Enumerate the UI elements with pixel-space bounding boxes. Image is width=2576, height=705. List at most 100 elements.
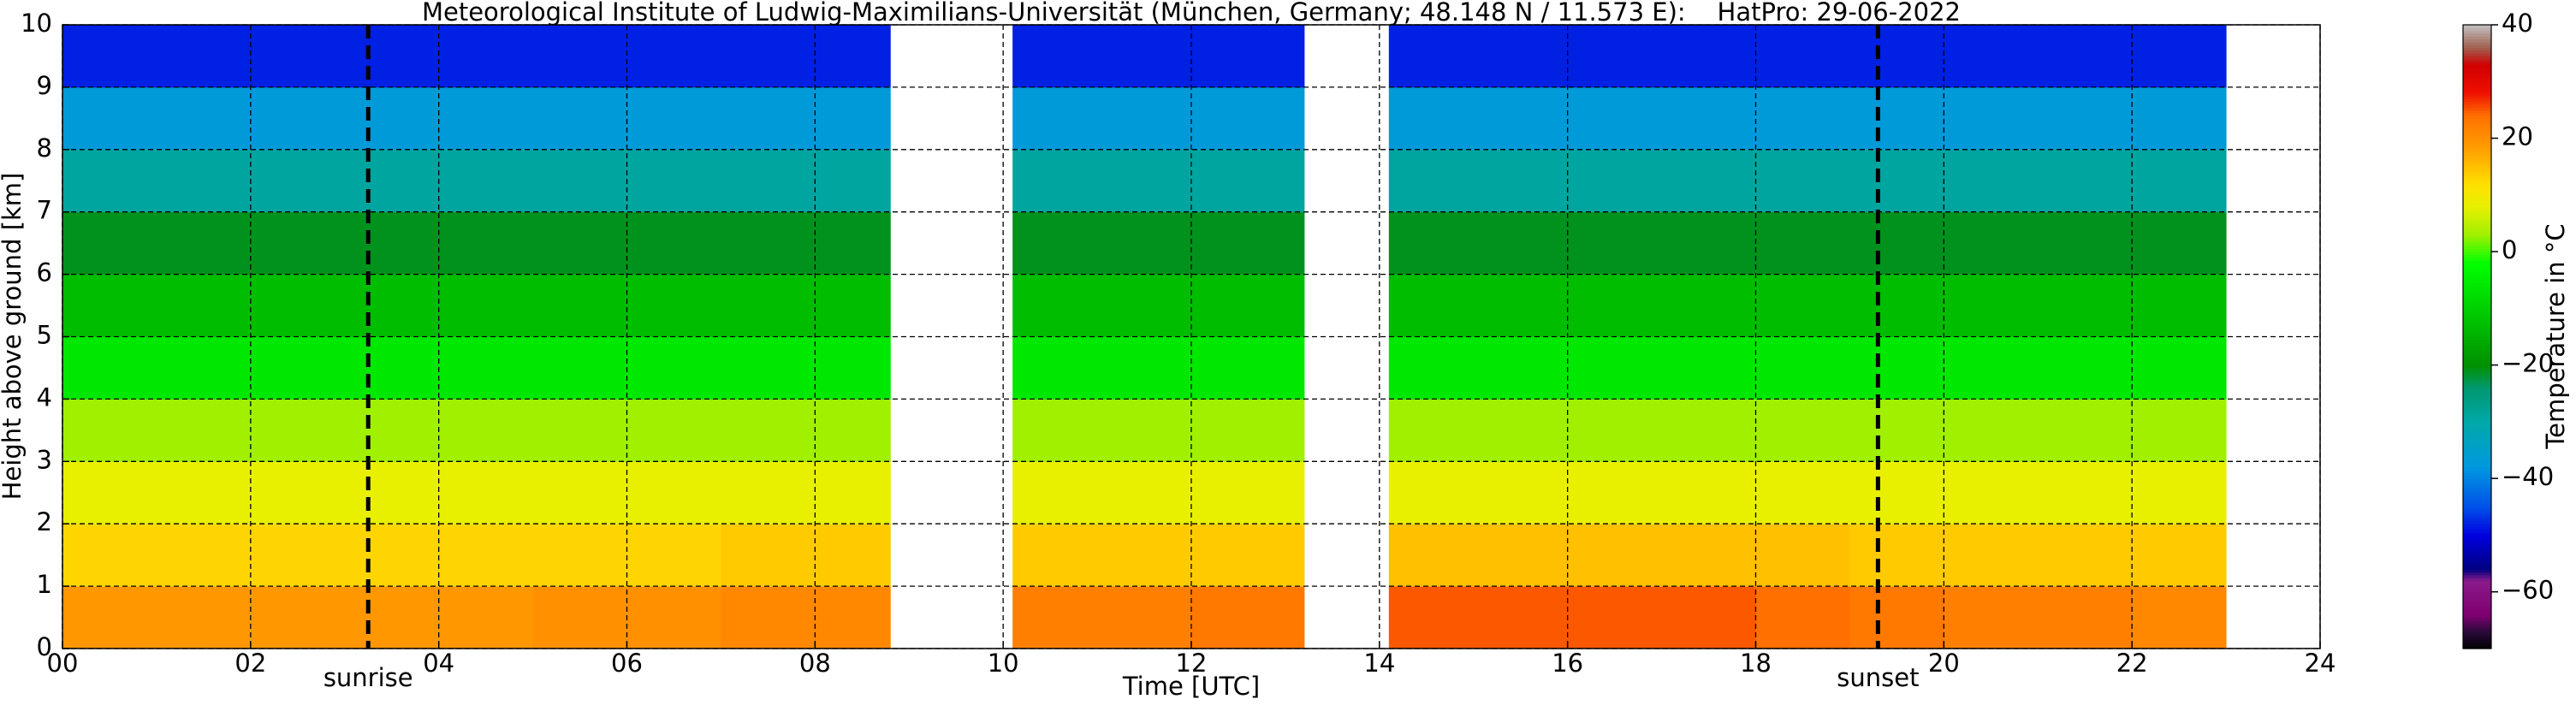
colorbar-slice — [2463, 529, 2491, 533]
heat-cell — [1388, 399, 1475, 462]
colorbar-slice — [2463, 438, 2491, 442]
heat-cell — [626, 399, 721, 462]
heat-cell — [1097, 149, 1192, 213]
heat-cell — [1849, 25, 1944, 88]
heat-cell — [156, 524, 252, 587]
heat-cell — [438, 211, 534, 275]
colorbar-slice — [2463, 237, 2491, 241]
heat-cell — [815, 86, 891, 151]
heat-cell — [1944, 524, 2039, 587]
heat-cell — [1473, 149, 1569, 213]
heat-cell — [1285, 399, 1305, 462]
colorbar-slice — [2463, 27, 2491, 32]
heat-cell — [250, 399, 346, 462]
colorbar-slice — [2463, 166, 2491, 170]
heat-cell — [815, 336, 891, 400]
colorbar-slice — [2463, 198, 2491, 202]
heat-cell — [2132, 86, 2227, 151]
heat-cell — [1191, 86, 1286, 151]
colorbar-slice — [2463, 189, 2491, 193]
colorbar-slice — [2463, 481, 2491, 485]
colorbar-slice — [2463, 127, 2491, 131]
heat-cell — [721, 86, 816, 151]
heat-cell — [1473, 399, 1569, 462]
colorbar-slice — [2463, 155, 2491, 159]
colorbar-slice — [2463, 407, 2491, 412]
y-axis-label: Height above ground [km] — [0, 173, 27, 501]
colorbar-slice — [2463, 427, 2491, 431]
heat-cell — [1755, 25, 1850, 88]
heat-cell — [438, 461, 534, 524]
colorbar-tick-label: 0 — [2502, 235, 2517, 264]
heat-cell — [721, 336, 816, 400]
colorbar-slice — [2463, 628, 2491, 632]
colorbar-slice — [2463, 169, 2491, 173]
x-tick-label: 20 — [1928, 649, 1960, 678]
heat-cell — [1012, 274, 1098, 337]
heat-cell — [438, 274, 534, 337]
heat-cell — [1097, 25, 1192, 88]
colorbar-slice — [2463, 58, 2491, 62]
colorbar-slice — [2463, 623, 2491, 627]
heat-cell — [156, 211, 252, 275]
heat-cell — [1849, 86, 1944, 151]
colorbar-slice — [2463, 206, 2491, 210]
colorbar-slice — [2463, 507, 2491, 511]
x-tick-label: 12 — [1176, 649, 1208, 678]
colorbar-slice — [2463, 509, 2491, 513]
colorbar-slice — [2463, 172, 2491, 176]
heat-cell — [626, 461, 721, 524]
heat-cell — [1285, 524, 1305, 587]
colorbar-slice — [2463, 572, 2491, 576]
colorbar-slice — [2463, 291, 2491, 295]
colorbar-slice — [2463, 631, 2491, 636]
heat-cell — [438, 86, 534, 151]
heat-cell — [1285, 461, 1305, 524]
heat-cell — [1944, 211, 2039, 275]
colorbar-slice — [2463, 578, 2491, 582]
heat-cell — [2038, 25, 2133, 88]
colorbar-slice — [2463, 566, 2491, 570]
colorbar-slice — [2463, 401, 2491, 406]
colorbar-slice — [2463, 602, 2491, 607]
heat-cell — [1012, 149, 1098, 213]
heat-cell — [2038, 336, 2133, 400]
colorbar-slice — [2463, 597, 2491, 601]
heat-cell — [1473, 274, 1569, 337]
heat-cell — [1388, 274, 1475, 337]
colorbar-slice — [2463, 157, 2491, 162]
colorbar-slice — [2463, 322, 2491, 326]
colorbar-slice — [2463, 254, 2491, 258]
heat-cell — [1191, 524, 1286, 587]
heat-cell — [156, 86, 252, 151]
heat-cell — [344, 25, 440, 88]
colorbar-slice — [2463, 62, 2491, 65]
heat-cell — [1012, 86, 1098, 151]
colorbar-slice — [2463, 140, 2491, 145]
colorbar-slice — [2463, 81, 2491, 86]
heat-cell — [815, 211, 891, 275]
heat-cell — [344, 524, 440, 587]
heat-cell — [1944, 336, 2039, 400]
colorbar-slice — [2463, 444, 2491, 448]
heat-cell — [1388, 586, 1475, 649]
heat-cell — [1755, 399, 1850, 462]
heat-cell — [1944, 461, 2039, 524]
colorbar-slice — [2463, 263, 2491, 267]
heat-cell — [250, 274, 346, 337]
colorbar-slice — [2463, 118, 2491, 122]
heat-cell — [2132, 149, 2227, 213]
x-tick-label: 16 — [1552, 649, 1583, 678]
heat-cell — [438, 336, 534, 400]
colorbar-slice — [2463, 569, 2491, 573]
colorbar-slice — [2463, 107, 2491, 111]
x-tick-label: 22 — [2116, 649, 2148, 678]
heat-cell — [532, 149, 627, 213]
marker-label: sunrise — [323, 663, 413, 692]
colorbar-slice — [2463, 226, 2491, 230]
colorbar-slice — [2463, 177, 2491, 181]
heat-cell — [62, 25, 157, 88]
colorbar-slice — [2463, 353, 2491, 358]
heat-cell — [438, 524, 534, 587]
heat-cell — [721, 211, 816, 275]
